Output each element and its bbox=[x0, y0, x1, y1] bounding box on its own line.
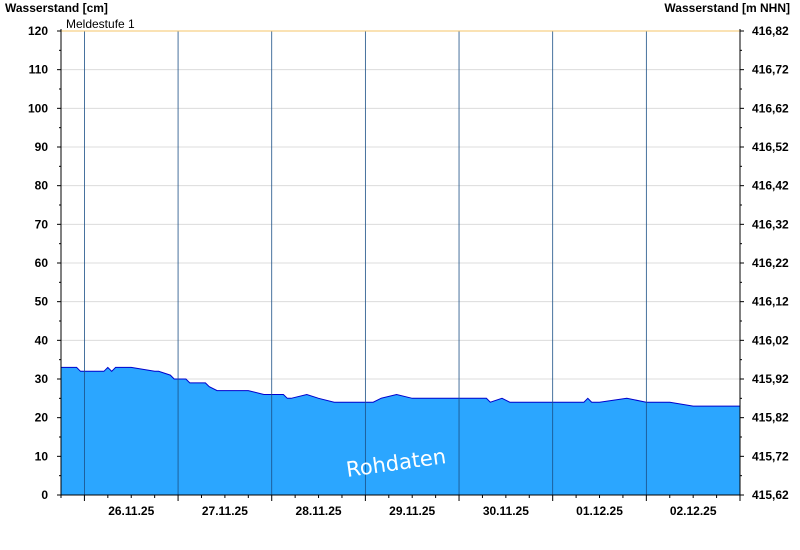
reference-line-label: Meldestufe 1 bbox=[66, 17, 135, 31]
left-tick-label: 40 bbox=[35, 333, 49, 347]
x-axis: 26.11.25 27.11.25 28.11.25 29.11.25 30.11.25… bbox=[60, 495, 741, 518]
x-tick-label: 26.11.25 bbox=[108, 504, 154, 518]
right-tick-label: 416,52 bbox=[752, 140, 789, 154]
right-tick-label: 416,82 bbox=[752, 24, 789, 38]
day-separator-lines bbox=[84, 31, 647, 495]
x-tick-label: 28.11.25 bbox=[296, 504, 342, 518]
left-tick-label: 100 bbox=[28, 101, 48, 115]
left-tick-label: 30 bbox=[35, 372, 49, 386]
left-tick-label: 10 bbox=[35, 449, 49, 463]
right-tick-label: 415,92 bbox=[752, 372, 789, 386]
right-tick-label: 415,72 bbox=[752, 449, 789, 463]
right-tick-label: 415,82 bbox=[752, 411, 789, 425]
right-tick-label: 416,32 bbox=[752, 217, 789, 231]
right-axis-title: Wasserstand [m NHN] bbox=[664, 1, 790, 15]
right-tick-label: 416,42 bbox=[752, 179, 789, 193]
right-tick-label: 415,62 bbox=[752, 488, 789, 502]
left-tick-label: 70 bbox=[35, 217, 49, 231]
series-line bbox=[61, 366, 740, 407]
left-tick-label: 110 bbox=[29, 63, 49, 77]
left-tick-label: 0 bbox=[41, 488, 48, 502]
x-tick-label: 02.12.25 bbox=[670, 504, 717, 518]
right-tick-label: 416,02 bbox=[752, 333, 789, 347]
x-tick-label: 29.11.25 bbox=[389, 504, 435, 518]
right-tick-label: 416,12 bbox=[752, 295, 789, 309]
left-axis: 0 10 20 30 40 50 60 70 80 90 100 110 120 bbox=[28, 24, 61, 502]
data-area bbox=[61, 366, 740, 495]
right-axis: 415,62 415,72 415,82 415,92 416,02 416,12 416,… bbox=[740, 24, 789, 502]
left-tick-label: 90 bbox=[35, 140, 49, 154]
x-tick-label: 30.11.25 bbox=[483, 504, 529, 518]
right-tick-label: 416,62 bbox=[752, 101, 789, 115]
x-tick-label: 01.12.25 bbox=[576, 504, 623, 518]
left-tick-label: 60 bbox=[35, 256, 49, 270]
series-area bbox=[61, 367, 740, 495]
right-tick-label: 416,72 bbox=[752, 63, 789, 77]
left-tick-label: 120 bbox=[28, 24, 48, 38]
left-tick-label: 80 bbox=[35, 179, 49, 193]
left-tick-label: 20 bbox=[35, 411, 49, 425]
left-axis-title: Wasserstand [cm] bbox=[5, 1, 108, 15]
left-tick-label: 50 bbox=[35, 295, 49, 309]
right-tick-label: 416,22 bbox=[752, 256, 789, 270]
x-tick-label: 27.11.25 bbox=[202, 504, 248, 518]
